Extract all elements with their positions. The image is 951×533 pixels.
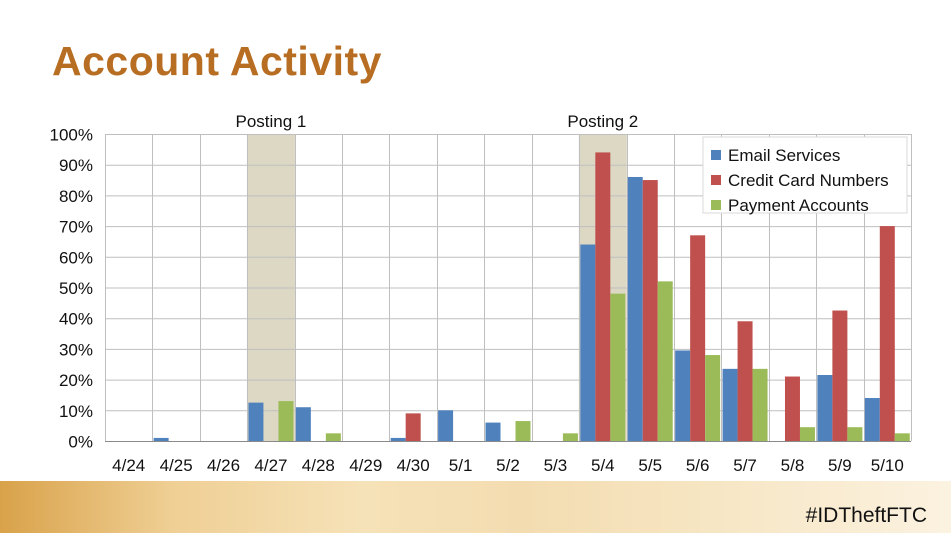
x-tick-label: 5/4 — [591, 456, 615, 475]
x-tick-label: 4/24 — [112, 456, 145, 475]
bars — [153, 152, 910, 442]
footer-band — [0, 481, 951, 533]
bar — [817, 374, 833, 441]
y-tick-label: 10% — [59, 402, 93, 421]
bar — [248, 402, 264, 441]
legend: Email Services Credit Card Numbers Payment… — [702, 136, 908, 215]
gridlines — [105, 134, 912, 442]
bar — [580, 244, 596, 441]
y-tick-label: 20% — [59, 371, 93, 390]
x-tick-label: 5/2 — [496, 456, 520, 475]
bar — [390, 437, 406, 441]
bar — [278, 401, 294, 441]
bar — [737, 321, 753, 441]
legend-label: Payment Accounts — [728, 196, 869, 215]
bar — [799, 427, 815, 441]
x-tick-label: 5/8 — [781, 456, 805, 475]
y-tick-label: 40% — [59, 310, 93, 329]
x-tick-label: 4/27 — [254, 456, 287, 475]
bar — [562, 433, 578, 441]
posting-label: Posting 1 — [235, 112, 306, 131]
bar — [642, 180, 658, 442]
account-activity-chart: 0%10%20%30%40%50%60%70%80%90%100% 4/24 4/… — [50, 112, 912, 475]
y-tick-labels: 0% 10% 20% 30% 40% 50% 60% 70% 80% 90% 100% — [50, 126, 93, 452]
bar — [627, 176, 643, 442]
y-tick-label: 100% — [50, 126, 93, 145]
bar — [784, 376, 800, 441]
x-tick-label: 4/26 — [207, 456, 240, 475]
x-tick-label: 4/30 — [397, 456, 430, 475]
bar — [485, 422, 501, 441]
legend-swatch — [711, 200, 721, 210]
bar — [752, 368, 768, 441]
legend-swatch — [711, 175, 721, 185]
x-tick-label: 5/10 — [871, 456, 904, 475]
y-tick-label: 30% — [59, 340, 93, 359]
x-tick-label: 5/3 — [544, 456, 568, 475]
y-tick-label: 60% — [59, 248, 93, 267]
x-tick-label: 5/7 — [733, 456, 757, 475]
bar — [675, 350, 691, 441]
x-tick-label: 4/28 — [302, 456, 335, 475]
x-tick-label: 4/25 — [160, 456, 193, 475]
bar — [690, 235, 706, 441]
x-tick-label: 5/9 — [828, 456, 852, 475]
bar — [153, 437, 169, 441]
x-tick-label: 5/5 — [638, 456, 662, 475]
bar — [832, 310, 848, 441]
bar — [515, 421, 531, 441]
bar — [405, 413, 421, 441]
bar — [325, 433, 341, 441]
bar — [595, 152, 611, 442]
bar — [705, 355, 721, 441]
bar — [864, 398, 880, 441]
bar — [438, 410, 454, 441]
bar — [894, 433, 910, 441]
bar — [847, 427, 863, 441]
bar — [610, 293, 626, 441]
hashtag: #IDTheftFTC — [805, 504, 927, 527]
y-tick-label: 50% — [59, 279, 93, 298]
x-tick-label: 5/1 — [449, 456, 473, 475]
legend-label: Email Services — [728, 146, 840, 165]
slide-title: Account Activity — [52, 38, 382, 84]
bar — [879, 226, 895, 441]
y-tick-label: 80% — [59, 187, 93, 206]
legend-label: Credit Card Numbers — [728, 171, 889, 190]
y-tick-label: 70% — [59, 218, 93, 237]
bar — [722, 368, 738, 441]
x-tick-labels: 4/24 4/25 4/26 4/27 4/28 4/29 4/30 5/1 5/2 5/3 5/4… — [112, 456, 904, 475]
x-tick-label: 4/29 — [349, 456, 382, 475]
legend-box — [702, 136, 908, 214]
bar — [295, 407, 311, 441]
y-tick-label: 0% — [68, 433, 93, 452]
legend-swatch — [711, 150, 721, 160]
y-tick-label: 90% — [59, 156, 93, 175]
posting-label: Posting 2 — [567, 112, 638, 131]
bar — [657, 281, 673, 441]
x-tick-label: 5/6 — [686, 456, 710, 475]
posting-labels: Posting 1 Posting 2 — [235, 112, 638, 131]
